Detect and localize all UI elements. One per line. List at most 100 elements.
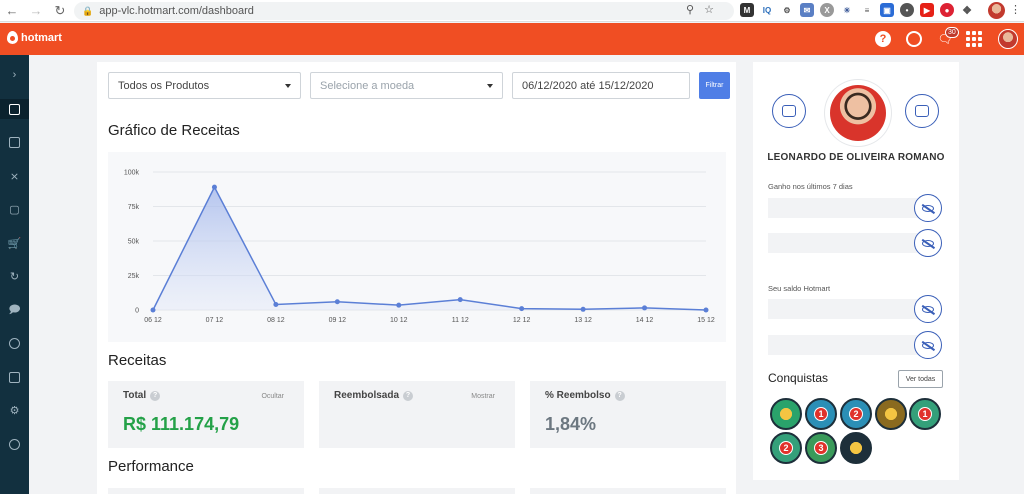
- achievement-medal[interactable]: [770, 398, 802, 430]
- currency-select[interactable]: Selecione a moeda: [310, 72, 503, 99]
- extension-m-icon[interactable]: M: [740, 3, 754, 17]
- date-range-input[interactable]: 06/12/2020 até 15/12/2020: [512, 72, 690, 99]
- chart-icon: [9, 371, 20, 383]
- zoom-icon[interactable]: ⚲: [686, 4, 695, 16]
- sidebar-item-finance[interactable]: [0, 333, 29, 353]
- x-tick-label: 14 12: [636, 317, 654, 324]
- medal-rank: 2: [849, 407, 863, 421]
- date-range-value: 06/12/2020 até 15/12/2020: [522, 79, 654, 92]
- revenue-chart-svg: 0 25k 50k 75k 100k 06 12 07 12 08 12 09 12 10 12 1…: [124, 170, 715, 325]
- url-text: app-vlc.hotmart.com/dashboard: [99, 5, 254, 17]
- stat-card-total: Total? Ocultar R$ 111.174,79: [108, 381, 304, 448]
- profile-photo[interactable]: [825, 80, 891, 146]
- help-icon[interactable]: ?: [150, 391, 161, 401]
- eye-off-icon: [922, 305, 934, 313]
- apps-grid-icon[interactable]: [966, 31, 982, 47]
- achievement-medal[interactable]: 2: [840, 398, 872, 430]
- toggle-balance-visibility-2[interactable]: [914, 331, 942, 359]
- refresh-icon: ↻: [9, 270, 20, 283]
- messages-button[interactable]: [905, 94, 939, 128]
- arrow-left-icon[interactable]: ←: [5, 3, 19, 18]
- sidebar-item-dashboard[interactable]: [0, 99, 29, 119]
- sidebar-item-network[interactable]: ⨯: [0, 166, 29, 186]
- brand-name: hotmart: [21, 31, 62, 44]
- extension-list-icon[interactable]: ≡: [860, 3, 874, 17]
- sidebar-item-subscriptions[interactable]: ↻: [0, 266, 29, 286]
- stat-card-refunded: Reembolsada? Mostrar: [319, 381, 515, 448]
- x-tick-label: 12 12: [513, 317, 531, 324]
- browser-avatar[interactable]: [988, 2, 1005, 19]
- hotmart-logo[interactable]: hotmart: [7, 31, 62, 44]
- data-point: [211, 184, 217, 190]
- dashboard-icon: [9, 103, 20, 115]
- achievement-medal[interactable]: [875, 398, 907, 430]
- toggle-earnings-visibility[interactable]: [914, 194, 942, 222]
- notification-badge: 30: [945, 27, 959, 38]
- toggle-balance-visibility[interactable]: [914, 295, 942, 323]
- lock-icon: 🔒: [82, 5, 94, 16]
- grid-icon: [9, 136, 20, 148]
- medal-rank: 1: [918, 407, 932, 421]
- eye-off-icon: [922, 204, 934, 212]
- stat-refunded-label: Reembolsada: [334, 390, 400, 401]
- extension-mail-icon[interactable]: ✉: [800, 3, 814, 17]
- y-tick-label: 100k: [124, 170, 140, 177]
- series-line: [152, 185, 707, 311]
- help-icon[interactable]: ?: [403, 391, 414, 401]
- user-settings-button[interactable]: [772, 94, 806, 128]
- chevron-right-icon[interactable]: ›: [12, 69, 17, 81]
- hide-total-link[interactable]: Ocultar: [261, 393, 284, 400]
- address-bar[interactable]: 🔒 app-vlc.hotmart.com/dashboard: [74, 2, 734, 20]
- extension-x-icon[interactable]: X: [820, 3, 834, 17]
- toggle-earnings-visibility-2[interactable]: [914, 229, 942, 257]
- achievement-medal[interactable]: 3: [805, 432, 837, 464]
- extension-gear-icon[interactable]: ⚙: [780, 3, 794, 17]
- network-icon: ⨯: [9, 170, 20, 183]
- help-icon[interactable]: ?: [614, 391, 625, 401]
- sidebar-item-products[interactable]: ▢: [0, 199, 29, 219]
- extension-puzzle-icon[interactable]: ❖: [960, 3, 974, 17]
- sidebar-item-messages[interactable]: 🗩: [0, 300, 29, 320]
- earnings-label: Ganho nos últimos 7 dias: [768, 182, 853, 191]
- revenue-chart: 0 25k 50k 75k 100k 06 12 07 12 08 12 09 12 10 12 1…: [108, 152, 726, 342]
- x-tick-label: 11 12: [452, 317, 469, 324]
- achievement-medal[interactable]: 1: [805, 398, 837, 430]
- data-point: [457, 297, 463, 303]
- product-select[interactable]: Todos os Produtos: [108, 72, 301, 99]
- extension-sun-icon[interactable]: ☀: [840, 3, 854, 17]
- extension-red-icon[interactable]: ●: [940, 3, 954, 17]
- extension-blue-icon[interactable]: ▣: [880, 3, 894, 17]
- sidebar-item-grid[interactable]: [0, 132, 29, 152]
- stat-refund-pct-label: % Reembolso: [545, 390, 611, 401]
- reload-icon[interactable]: ↻: [54, 2, 66, 18]
- x-tick-label: 09 12: [329, 317, 347, 324]
- profile-name: LEONARDO DE OLIVEIRA ROMANO: [767, 152, 945, 163]
- data-point: [150, 307, 156, 313]
- y-tick-label: 50k: [128, 239, 140, 246]
- star-icon[interactable]: ☆: [704, 4, 714, 16]
- kebab-menu-icon[interactable]: ⋮: [1010, 4, 1021, 16]
- sidebar-item-reports[interactable]: [0, 367, 29, 387]
- achievement-medal[interactable]: 2: [770, 432, 802, 464]
- extension-circle-icon[interactable]: •: [900, 3, 914, 17]
- globe-icon[interactable]: [906, 31, 922, 47]
- medal-rank: 1: [814, 407, 828, 421]
- sidebar-item-sales[interactable]: 🛒: [0, 233, 29, 253]
- sidebar-item-performance[interactable]: [0, 434, 29, 454]
- achievement-medal[interactable]: 1: [909, 398, 941, 430]
- performance-card-1: [108, 488, 304, 494]
- balance-label: Seu saldo Hotmart: [768, 284, 831, 293]
- y-tick-label: 75k: [128, 204, 140, 211]
- achievement-medal[interactable]: [840, 432, 872, 464]
- user-avatar[interactable]: [998, 29, 1018, 49]
- help-icon[interactable]: ?: [875, 31, 891, 47]
- see-all-achievements-button[interactable]: Ver todas: [898, 370, 943, 388]
- x-tick-label: 15 12: [697, 317, 715, 324]
- filter-button[interactable]: Filtrar: [699, 72, 730, 99]
- extension-youtube-icon[interactable]: ▶: [920, 3, 934, 17]
- show-refunded-link[interactable]: Mostrar: [471, 393, 495, 400]
- arrow-right-icon[interactable]: →: [29, 3, 43, 18]
- speed-icon: [9, 438, 20, 450]
- extension-iq-icon[interactable]: IQ: [760, 3, 774, 17]
- sidebar-item-settings[interactable]: ⚙: [0, 400, 29, 420]
